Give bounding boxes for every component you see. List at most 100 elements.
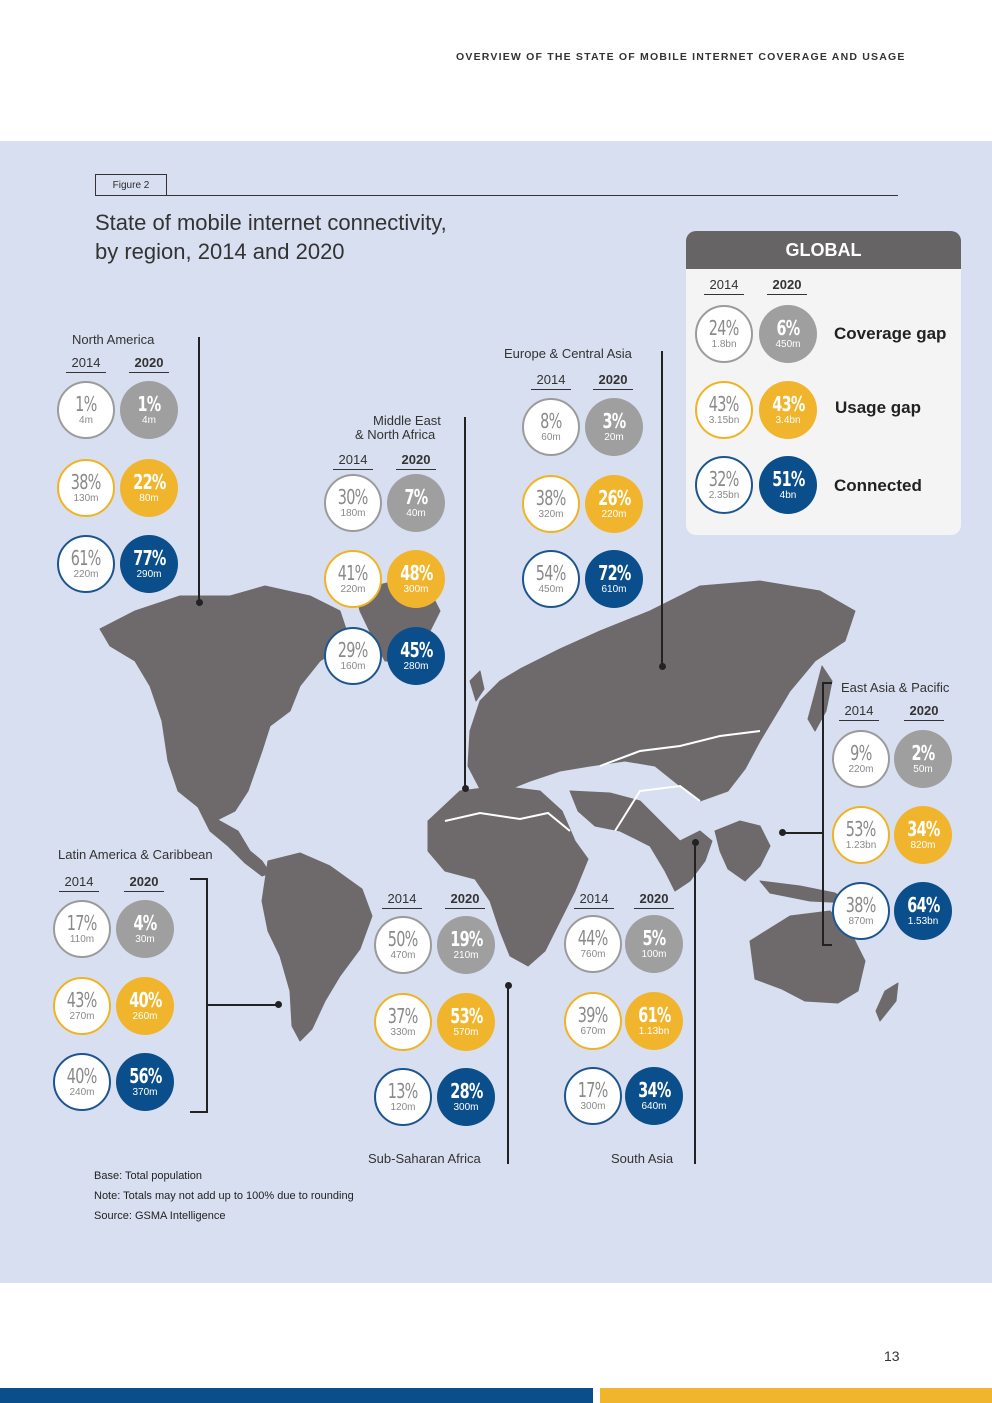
mena-leader-line [464, 417, 466, 789]
east-asia-pacific-connected-2014: 38% 870m [832, 882, 890, 940]
map-central-america [197, 806, 271, 877]
running-header: OVERVIEW OF THE STATE OF MOBILE INTERNET… [456, 51, 906, 63]
europe-central-asia-year-2020: 2020 [593, 372, 633, 390]
latin-america-bracket [206, 878, 208, 1113]
south-asia-leader-line [694, 842, 696, 1164]
mena-leader-dot [462, 785, 469, 792]
south-asia-usage-2020: 61% 1.13bn [625, 992, 683, 1050]
sub-saharan-africa-name: Sub-Saharan Africa [368, 1151, 481, 1166]
north-america-leader-line [198, 337, 200, 602]
global-year-2020: 2020 [767, 277, 807, 295]
south-asia-year-2014: 2014 [574, 891, 614, 909]
map-arabia-india [569, 790, 713, 892]
footer-bar-yellow [600, 1388, 992, 1403]
global-title: GLOBAL [686, 231, 961, 269]
mena-usage-2020: 48% 300m [387, 550, 445, 608]
mena-coverage-2014: 30% 180m [324, 474, 382, 532]
europe-central-asia-connected-2020: 72% 610m [585, 550, 643, 608]
global-usage-label: Usage gap [835, 398, 921, 417]
latin-america-bracket-bottom [190, 1111, 208, 1113]
latin-america-name: Latin America & Caribbean [58, 847, 213, 862]
figure-title-line-2: by region, 2014 and 2020 [95, 239, 345, 264]
europe-central-asia-leader-dot [659, 663, 666, 670]
south-asia-coverage-2014: 44% 760m [564, 915, 622, 973]
sub-saharan-africa-leader-line [507, 986, 509, 1164]
south-asia-leader-dot [692, 839, 699, 846]
latin-america-usage-2020: 40% 260m [116, 977, 174, 1035]
europe-central-asia-coverage-2020: 3% 20m [585, 398, 643, 456]
figure-label: Figure 2 [95, 174, 167, 196]
border-south-asia [614, 784, 701, 832]
east-asia-pacific-connected-2020: 64% 1.53bn [894, 882, 952, 940]
south-asia-name: South Asia [611, 1151, 674, 1166]
mena-name-line-2: & North Africa [355, 427, 436, 442]
figure-panel: Figure 2 State of mobile internet connec… [0, 141, 992, 1283]
east-asia-pacific-name: East Asia & Pacific [841, 680, 950, 695]
map-europe-asia [467, 580, 856, 802]
europe-central-asia-year-2014: 2014 [531, 372, 571, 390]
east-asia-pacific-year-2020: 2020 [904, 703, 944, 721]
east-asia-pacific-leader-line [784, 832, 822, 834]
world-map [99, 580, 899, 1042]
east-asia-pacific-year-2014: 2014 [839, 703, 879, 721]
global-coverage-2014: 24% 1.8bn [695, 305, 753, 363]
sub-saharan-africa-year-2020: 2020 [445, 891, 485, 909]
europe-central-asia-name: Europe & Central Asia [504, 346, 632, 361]
latin-america-coverage-2020: 4% 30m [116, 900, 174, 958]
global-usage-2020: 43% 3.4bn [759, 381, 817, 439]
map-new-zealand [875, 982, 899, 1022]
north-america-year-2020: 2020 [129, 355, 169, 373]
east-asia-pacific-usage-2014: 53% 1.23bn [832, 806, 890, 864]
sub-saharan-africa-year-2014: 2014 [382, 891, 422, 909]
latin-america-leader-dot [275, 1001, 282, 1008]
east-asia-pacific-bracket-top [822, 682, 832, 684]
north-america-usage-2014: 38% 130m [57, 459, 115, 517]
north-america-usage-2020: 22% 80m [120, 459, 178, 517]
latin-america-year-2020: 2020 [124, 874, 164, 892]
latin-america-connected-2014: 40% 240m [53, 1053, 111, 1111]
north-america-year-2014: 2014 [66, 355, 106, 373]
east-asia-pacific-bracket [822, 682, 824, 946]
north-america-connected-2020: 77% 290m [120, 535, 178, 593]
figure-title-line-1: State of mobile internet connectivity, [95, 210, 447, 235]
global-card: GLOBAL 2014 2020 24% 1.8bn 6% 450m Coverag… [686, 231, 961, 535]
global-connected-label: Connected [834, 476, 922, 495]
latin-america-coverage-2014: 17% 110m [53, 900, 111, 958]
footer-bar-blue [0, 1388, 593, 1403]
east-asia-pacific-coverage-2020: 2% 50m [894, 730, 952, 788]
latin-america-year-2014: 2014 [59, 874, 99, 892]
europe-central-asia-usage-2020: 26% 220m [585, 475, 643, 533]
south-asia-connected-2020: 34% 640m [625, 1067, 683, 1125]
map-southeast-asia [714, 820, 771, 882]
figure-rule [167, 195, 898, 196]
global-year-2014: 2014 [704, 277, 744, 295]
mena-year-2014: 2014 [333, 452, 373, 470]
note-rounding: Note: Totals may not add up to 100% due … [94, 1190, 354, 1202]
sub-saharan-africa-leader-dot [505, 982, 512, 989]
mena-usage-2014: 41% 220m [324, 550, 382, 608]
europe-central-asia-connected-2014: 54% 450m [522, 550, 580, 608]
east-asia-pacific-usage-2020: 34% 820m [894, 806, 952, 864]
map-south-america [261, 852, 373, 1042]
east-asia-pacific-bracket-bottom [822, 944, 832, 946]
border-europe-asia [599, 730, 761, 767]
latin-america-connected-2020: 56% 370m [116, 1053, 174, 1111]
note-base: Base: Total population [94, 1170, 203, 1182]
global-connected-2020: 51% 4bn [759, 456, 817, 514]
sub-saharan-africa-coverage-2014: 50% 470m [374, 916, 432, 974]
global-connected-2014: 32% 2.35bn [695, 456, 753, 514]
page-number: 13 [884, 1348, 900, 1364]
mena-year-2020: 2020 [396, 452, 436, 470]
sub-saharan-africa-usage-2014: 37% 330m [374, 993, 432, 1051]
border-north-africa [444, 811, 571, 832]
mena-name-line-1: Middle East [373, 413, 441, 428]
latin-america-leader-line [206, 1004, 278, 1006]
mena-connected-2020: 45% 280m [387, 627, 445, 685]
global-coverage-label: Coverage gap [834, 324, 947, 343]
map-uk [469, 670, 485, 702]
sub-saharan-africa-coverage-2020: 19% 210m [437, 916, 495, 974]
map-australia [749, 910, 866, 1004]
map-north-america [99, 585, 351, 822]
map-japan [807, 665, 833, 732]
east-asia-pacific-leader-dot [779, 829, 786, 836]
